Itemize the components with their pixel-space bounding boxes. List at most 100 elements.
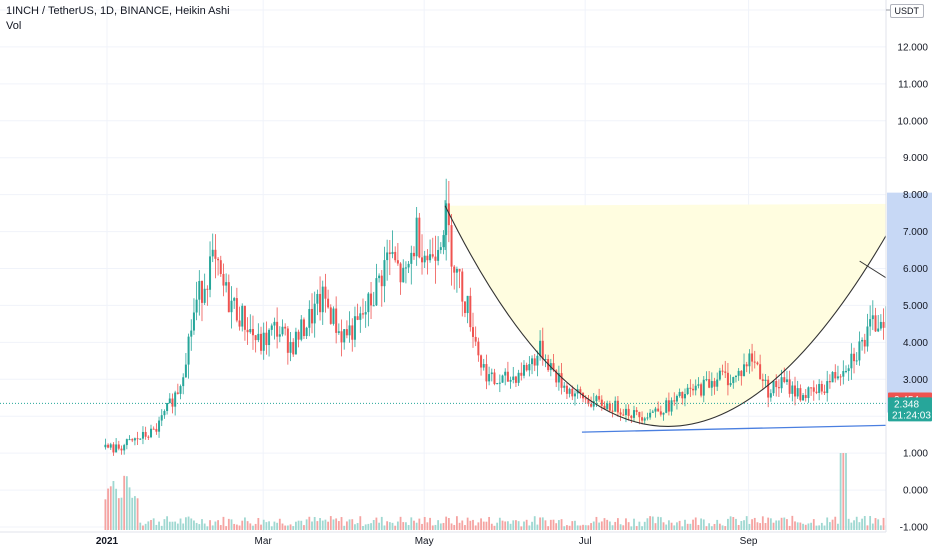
volume-bar xyxy=(335,518,338,530)
volume-bar xyxy=(201,519,203,530)
volume-bar xyxy=(689,523,692,530)
volume-bar xyxy=(193,520,195,530)
volume-bar xyxy=(874,518,877,530)
volume-bar xyxy=(343,525,346,530)
volume-bar xyxy=(131,497,134,530)
volume-bar xyxy=(367,523,370,530)
candle-body xyxy=(302,319,305,337)
volume-bar xyxy=(458,522,461,530)
volume-bar xyxy=(144,523,147,530)
y-tick-label: -1.000 xyxy=(900,523,929,534)
volume-bar xyxy=(839,453,842,530)
current-price-label: 2.348 xyxy=(894,399,919,410)
candle-body xyxy=(767,379,770,398)
volume-bar xyxy=(818,525,821,530)
volume-bar xyxy=(217,520,219,530)
candle-body xyxy=(724,371,727,373)
support-trendline[interactable] xyxy=(581,416,932,433)
candle-body xyxy=(600,399,603,406)
volume-bar xyxy=(627,522,630,530)
volume-bar xyxy=(557,520,560,530)
candle-body xyxy=(308,308,311,328)
volume-bar xyxy=(600,521,603,530)
candle-body xyxy=(251,328,254,336)
volume-bar xyxy=(587,525,590,530)
candle-body xyxy=(211,249,214,257)
candle-body xyxy=(871,315,874,320)
current-price-tag xyxy=(888,397,932,422)
candle-body xyxy=(297,331,300,340)
candle-body xyxy=(504,371,507,376)
volume-bar xyxy=(662,522,665,530)
candle-body xyxy=(305,327,308,337)
volume-bar xyxy=(348,519,351,530)
candle-body xyxy=(469,295,472,328)
volume-bar xyxy=(490,523,493,530)
volume-bar xyxy=(598,522,601,530)
candle-body xyxy=(340,331,343,343)
volume-bar xyxy=(676,522,678,530)
volume-bar xyxy=(340,517,343,530)
volume-bar xyxy=(520,526,523,530)
volume-bar xyxy=(692,519,694,530)
candle-body xyxy=(171,398,174,407)
candle-body xyxy=(812,387,815,392)
candle-body xyxy=(627,408,630,416)
time-axis[interactable] xyxy=(0,532,886,550)
volume-bar xyxy=(396,521,399,530)
volume-bar xyxy=(418,518,421,530)
volume-bar xyxy=(579,525,582,530)
volume-bar xyxy=(190,518,193,530)
candle-body xyxy=(388,252,391,255)
volume-bar xyxy=(388,522,391,530)
volume-bar xyxy=(641,526,643,530)
candle-body xyxy=(590,404,593,407)
currency-selector[interactable]: USDT xyxy=(889,4,924,18)
candle-body xyxy=(861,339,864,342)
volume-bar xyxy=(633,518,635,530)
volume-bar xyxy=(109,486,112,530)
volume-bar xyxy=(882,517,885,530)
candle-body xyxy=(611,410,614,412)
candle-body xyxy=(810,387,813,389)
candle-body xyxy=(565,385,568,394)
candle-body xyxy=(407,263,410,268)
candle-body xyxy=(235,298,238,321)
candle-body xyxy=(823,391,826,394)
candle-body xyxy=(641,417,644,421)
candle-body xyxy=(689,387,692,389)
volume-bar xyxy=(429,517,431,530)
volume-bar xyxy=(391,522,394,530)
volume-bar xyxy=(512,520,515,530)
candle-body xyxy=(670,400,673,412)
candle-body xyxy=(745,364,748,367)
volume-bar xyxy=(638,521,641,530)
volume-bar xyxy=(705,526,708,530)
candle-body xyxy=(214,249,217,259)
x-tick-label: May xyxy=(415,536,434,547)
volume-bar xyxy=(509,523,512,530)
volume-bar xyxy=(708,523,711,530)
volume-bar xyxy=(576,525,579,530)
candle-body xyxy=(241,305,244,327)
volume-bar xyxy=(761,516,764,530)
volume-bar xyxy=(413,520,415,530)
candle-body xyxy=(383,260,386,287)
candle-body xyxy=(818,383,821,393)
volume-bar xyxy=(506,521,509,530)
volume-bar xyxy=(780,517,783,530)
volume-bar xyxy=(337,521,340,530)
volume-bar xyxy=(219,525,222,530)
volume-bar xyxy=(853,520,855,530)
volume-bar xyxy=(783,517,786,530)
volume-bar xyxy=(791,515,794,530)
volume-bar xyxy=(635,526,638,530)
candle-body xyxy=(300,319,303,340)
candle-body xyxy=(353,316,356,340)
volume-bar xyxy=(837,523,839,530)
volume-bar xyxy=(375,517,378,530)
volume-bar xyxy=(710,526,713,530)
cup-curve[interactable] xyxy=(444,203,905,427)
